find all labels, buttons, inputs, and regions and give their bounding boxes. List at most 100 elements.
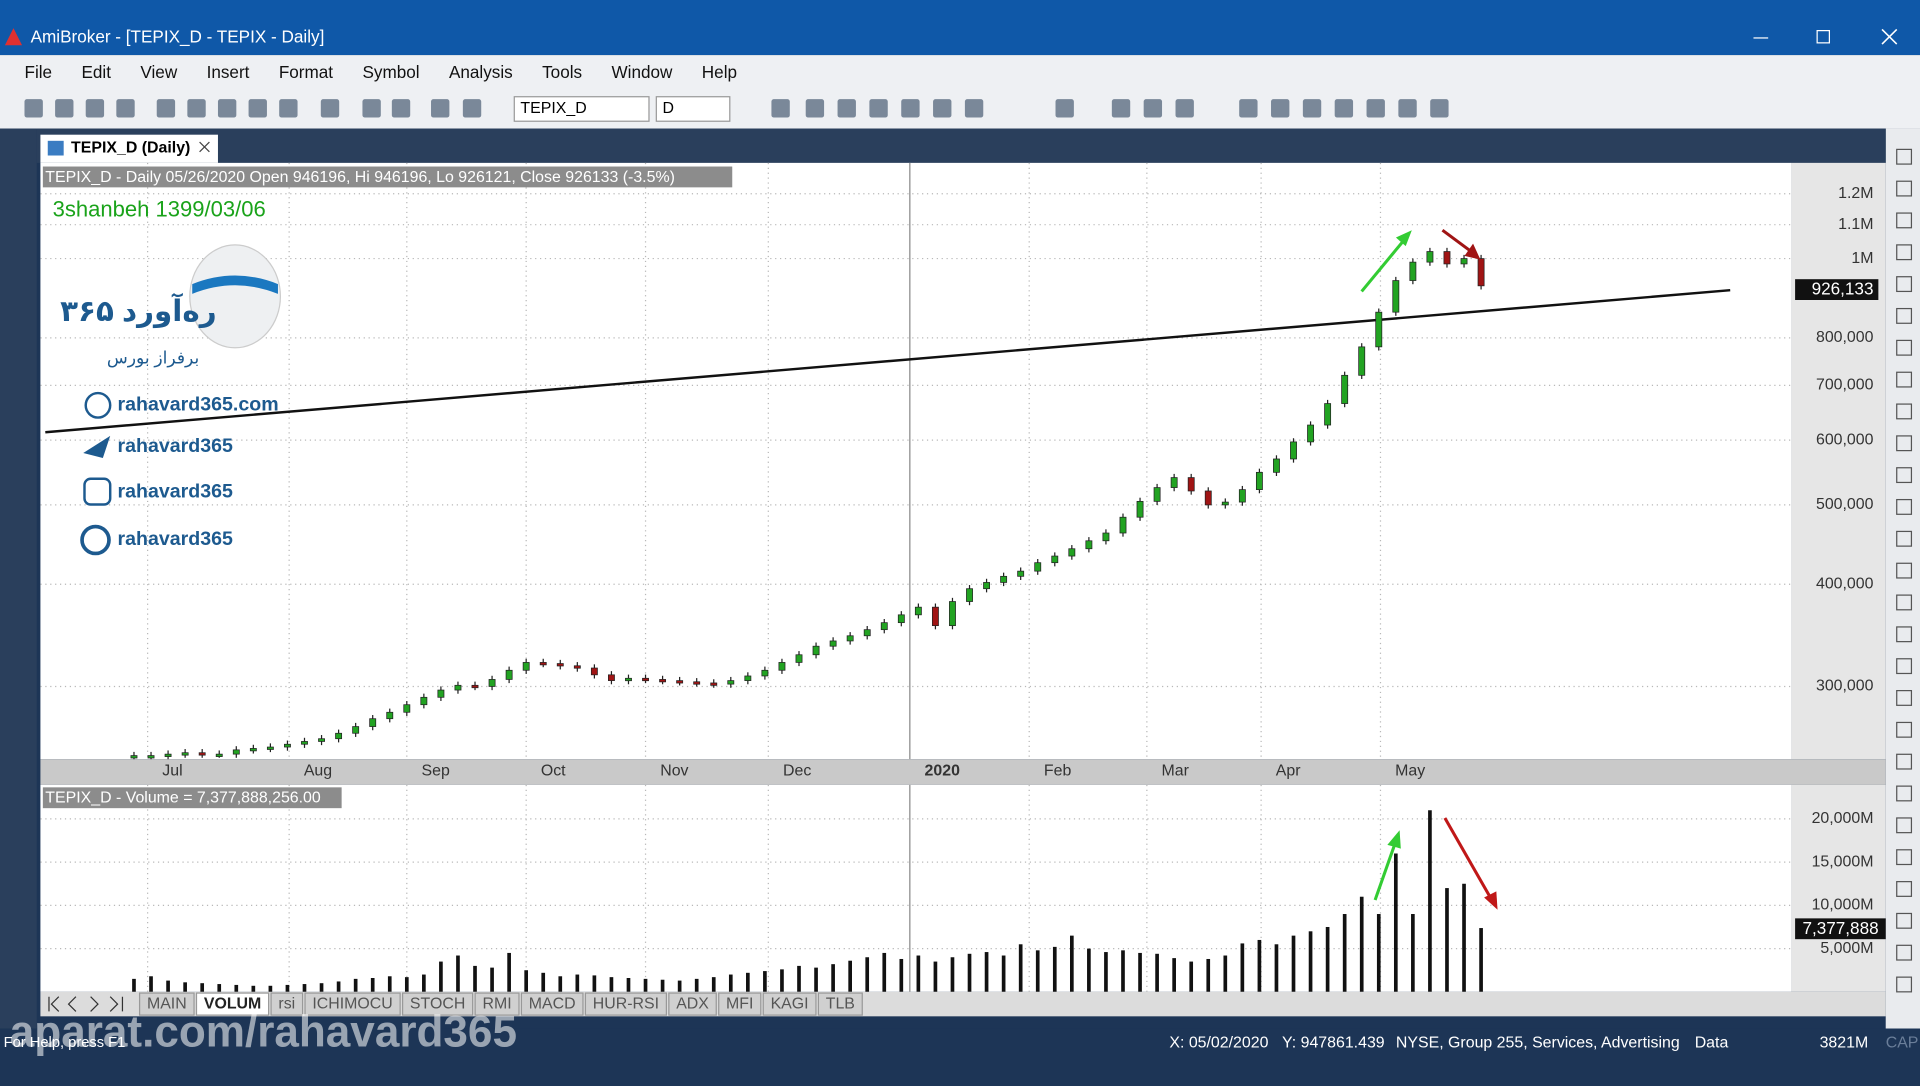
drawing-tool[interactable] [1896,212,1913,229]
drawing-tool[interactable] [1896,658,1913,675]
toolbar-button[interactable] [1398,99,1417,118]
sheet-tab-label[interactable]: VOLUM [204,995,261,1012]
drawing-tool[interactable] [1896,594,1913,611]
toolbar-button[interactable] [320,99,340,118]
toolbar-button[interactable] [933,99,952,118]
menu-item[interactable]: Insert [207,62,250,82]
menu-item[interactable]: File [24,62,52,82]
sheet-nav[interactable] [48,996,124,1012]
menu-item[interactable]: Help [702,62,737,82]
menu-item[interactable]: View [140,62,177,82]
drawing-tool[interactable] [1896,626,1913,643]
toolbar-button[interactable] [362,99,381,118]
sheet-tab-label[interactable]: TLB [826,995,855,1012]
toolbar-button[interactable] [187,99,206,118]
toolbar-button[interactable] [217,99,237,118]
sheet-tab[interactable] [520,992,584,1016]
toolbar-button[interactable] [1430,99,1449,118]
drawing-tool[interactable] [1896,753,1913,770]
drawing-tool[interactable] [1896,881,1913,897]
toolbar-button[interactable] [1366,99,1385,118]
sheet-tab-label[interactable]: MACD [529,995,576,1012]
toolbar-button[interactable] [901,99,920,118]
restore-button[interactable] [1816,30,1831,44]
toolbar-button[interactable] [869,99,888,118]
toolbar-button[interactable] [391,99,411,118]
drawing-tool[interactable] [1896,148,1913,165]
toolbar-button[interactable] [248,99,267,118]
toolbar-button[interactable] [805,99,825,118]
sheet-tab-label[interactable]: ICHIMOCU [312,995,392,1012]
chart-tab[interactable] [40,134,218,163]
sheet-tab-label[interactable]: KAGI [771,995,809,1012]
drawing-tool[interactable] [1896,976,1913,993]
toolbar-button[interactable] [85,99,105,118]
drawing-tool[interactable] [1896,307,1913,324]
drawing-tool[interactable] [1896,721,1913,738]
toolbar-button[interactable] [1111,99,1131,118]
drawing-tool[interactable] [1896,467,1913,484]
sheet-tab-label[interactable]: HUR-RSI [593,995,659,1012]
menu-item[interactable]: Analysis [449,62,513,82]
sheet-tab[interactable] [718,992,762,1016]
toolbar-button[interactable] [279,99,298,118]
sheet-tab[interactable] [817,992,863,1016]
toolbar-button[interactable] [24,99,43,118]
menu-item[interactable]: Window [611,62,673,82]
toolbar-button[interactable] [1271,99,1290,118]
drawing-tool[interactable] [1896,690,1913,706]
toolbar-button[interactable] [771,99,790,118]
sheet-tab-label[interactable]: rsi [278,995,295,1012]
menu-item[interactable]: Format [279,62,333,82]
drawing-tool[interactable] [1896,530,1913,547]
toolbar-button[interactable] [1143,99,1163,118]
toolbar-button[interactable] [462,99,482,118]
toolbar-button[interactable] [1055,99,1074,118]
toolbar-button[interactable] [1334,99,1354,118]
drawing-tool[interactable] [1896,785,1913,802]
toolbar-button[interactable] [964,99,984,118]
drawing-tool[interactable] [1896,276,1913,293]
toolbar-button[interactable] [1175,99,1194,118]
sheet-tab-label[interactable]: MFI [726,995,753,1012]
toolbar-button[interactable] [837,99,856,118]
symbol-combo[interactable] [513,96,650,122]
drawing-tool[interactable] [1896,562,1913,579]
sheet-tab[interactable] [584,992,668,1016]
toolbar-button[interactable] [1302,99,1322,118]
drawing-tool[interactable] [1896,180,1913,197]
sheet-tab[interactable] [270,992,304,1016]
drawing-tool[interactable] [1896,498,1913,515]
sheet-tab-label[interactable]: ADX [676,995,709,1012]
drawing-tool[interactable] [1896,944,1913,961]
drawing-tool[interactable] [1896,849,1913,866]
close-button[interactable] [1881,28,1898,45]
sheet-tab[interactable] [668,992,717,1016]
sheet-tab[interactable] [138,992,195,1016]
menu-item[interactable]: Tools [542,62,582,82]
drawing-tool[interactable] [1896,371,1913,388]
drawing-tool[interactable] [1896,912,1913,929]
drawing-tool[interactable] [1896,339,1913,356]
toolbar-button[interactable] [1239,99,1258,118]
menu-item[interactable]: Edit [81,62,111,82]
sheet-tab-label[interactable]: MAIN [147,995,187,1012]
drawing-tool[interactable] [1896,817,1913,834]
drawing-tool[interactable] [1896,435,1913,452]
sheet-tab[interactable] [474,992,520,1016]
sheet-tab-label[interactable]: STOCH [410,995,465,1012]
sheet-tab-label[interactable]: RMI [482,995,511,1012]
sheet-tab[interactable] [401,992,474,1016]
drawing-tool[interactable] [1896,403,1913,420]
sheet-tab[interactable] [195,992,270,1016]
toolbar-button[interactable] [116,99,135,118]
toolbar-button[interactable] [55,99,74,118]
sheet-tab[interactable] [762,992,817,1016]
drawing-tool[interactable] [1896,244,1913,261]
toolbar-button[interactable] [431,99,450,118]
toolbar-button[interactable] [156,99,176,118]
menu-item[interactable]: Symbol [362,62,419,82]
interval-combo[interactable] [655,96,731,122]
sheet-tab[interactable] [304,992,401,1016]
tab-close[interactable] [199,141,210,153]
